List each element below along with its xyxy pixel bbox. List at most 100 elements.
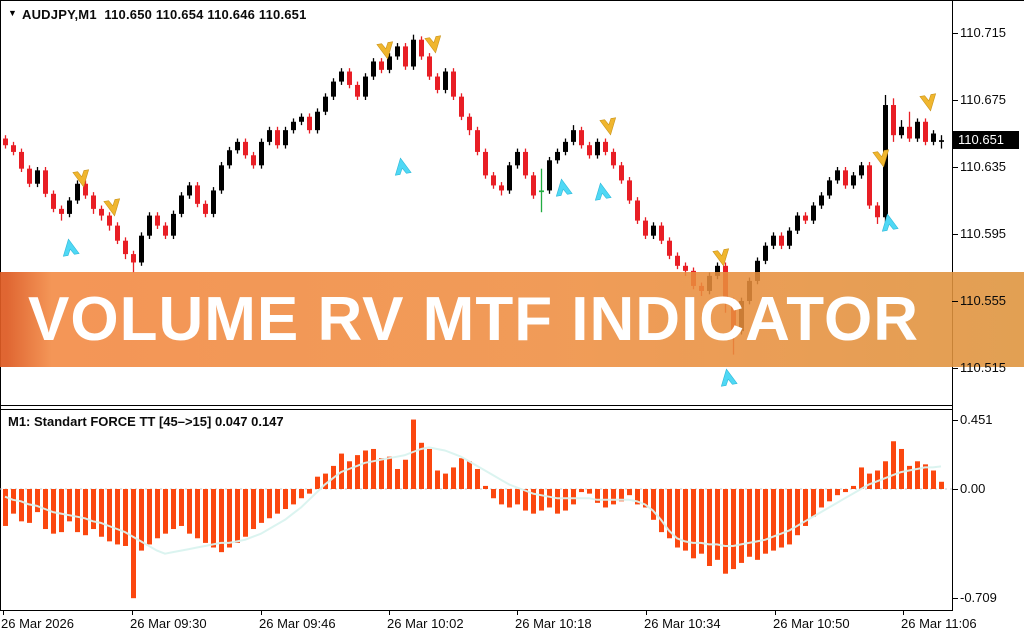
histogram-bar [259, 489, 264, 523]
histogram-bar [211, 489, 216, 548]
histogram-bar [435, 470, 440, 489]
time-axis-label: 26 Mar 10:02 [387, 616, 464, 631]
current-price-value: 110.651 [958, 132, 1005, 147]
histogram-bar [315, 476, 320, 489]
symbol-dropdown-icon[interactable]: ▼ [8, 8, 17, 18]
time-axis-tick [775, 610, 776, 615]
candle [43, 170, 48, 194]
candle [475, 130, 480, 152]
histogram-bar [355, 455, 360, 489]
candle [251, 155, 256, 166]
candle [491, 175, 496, 186]
histogram-bar [11, 489, 16, 514]
histogram-bar [827, 489, 832, 502]
histogram-bar [347, 461, 352, 489]
sell-arrow-icon [424, 35, 442, 54]
candle [547, 160, 552, 191]
histogram-bar [571, 489, 576, 505]
price-axis-label: 110.515 [960, 360, 1007, 375]
candle [75, 183, 80, 201]
candle [763, 245, 768, 261]
candle [587, 145, 592, 156]
sell-arrow-icon [872, 149, 890, 168]
histogram-bar [419, 442, 424, 489]
candle [35, 170, 40, 184]
time-axis-label: 26 Mar 10:18 [515, 616, 592, 631]
histogram-bar [179, 489, 184, 526]
candle [59, 208, 64, 214]
histogram-bar [755, 489, 760, 560]
histogram-bar [643, 489, 648, 508]
histogram-bar [539, 489, 544, 511]
histogram-bar [915, 461, 920, 489]
candle [795, 215, 800, 231]
indicator-axis-label: 0.00 [960, 481, 986, 496]
indicator-canvas[interactable] [0, 410, 952, 610]
candle [147, 215, 152, 236]
candle [211, 190, 216, 214]
candle [339, 71, 344, 82]
candle [235, 141, 240, 151]
candle [131, 254, 136, 263]
histogram-bar [867, 473, 872, 489]
candle [619, 165, 624, 181]
histogram-bar [739, 489, 744, 563]
histogram-bar [395, 468, 400, 489]
candle [363, 76, 368, 97]
candle [139, 235, 144, 263]
histogram-bar [99, 489, 104, 537]
price-axis-label: 110.635 [960, 159, 1007, 174]
indicator-title: M1: Standart FORCE TT [45–>15] 0.047 0.1… [8, 414, 284, 429]
histogram-bar [731, 489, 736, 570]
price-axis-tick [952, 167, 958, 168]
histogram-bar [363, 450, 368, 489]
candle [507, 165, 512, 191]
candle [635, 200, 640, 221]
candle [803, 215, 808, 221]
candle [227, 150, 232, 166]
candle [539, 190, 544, 193]
sell-arrow-icon [919, 93, 937, 112]
histogram-bar [507, 489, 512, 508]
candle [907, 126, 912, 139]
histogram-bar [899, 448, 904, 489]
histogram-bar [243, 489, 248, 537]
indicator-axis-tick [952, 489, 958, 490]
histogram-bar [603, 489, 608, 508]
histogram-bar [563, 489, 568, 511]
candle [499, 185, 504, 191]
histogram-bar [715, 489, 720, 560]
candle [171, 213, 176, 236]
histogram-bar [619, 489, 624, 502]
histogram-bar [667, 489, 672, 539]
candle [331, 81, 336, 97]
histogram-bar [859, 467, 864, 489]
candle [811, 205, 816, 221]
candle [435, 76, 440, 90]
histogram-bar [699, 489, 704, 554]
current-price-tag: 110.651 [953, 131, 1019, 149]
histogram-bar [107, 489, 112, 542]
candle [203, 203, 208, 214]
candle [51, 193, 56, 209]
candle [627, 180, 632, 201]
buy-arrow-icon [881, 213, 899, 232]
window-top-border [0, 0, 1024, 1]
candle [419, 39, 424, 57]
histogram-bar [147, 489, 152, 545]
price-axis-tick [952, 301, 958, 302]
sell-arrow-icon [72, 169, 90, 188]
indicator-panel[interactable] [0, 410, 952, 610]
candle [123, 240, 128, 255]
price-axis-label: 110.715 [960, 25, 1007, 40]
time-axis-tick [517, 610, 518, 615]
histogram-bar [427, 448, 432, 489]
histogram-bar [451, 467, 456, 489]
price-axis-tick [952, 368, 958, 369]
histogram-bar [491, 489, 496, 499]
candle [379, 61, 384, 70]
histogram-bar [531, 489, 536, 514]
histogram-bar [523, 489, 528, 511]
histogram-bar [323, 473, 328, 489]
histogram-bar [163, 489, 168, 534]
